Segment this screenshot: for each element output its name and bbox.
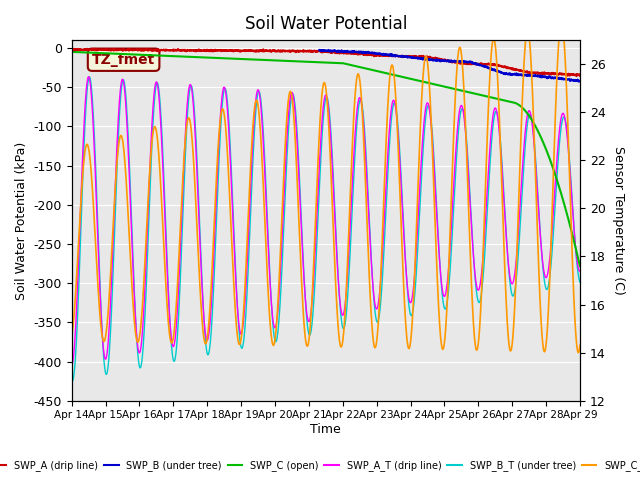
Legend: SWP_A (drip line), SWP_B (under tree), SWP_C (open), SWP_A_T (drip line), SWP_B_: SWP_A (drip line), SWP_B (under tree), S… xyxy=(0,456,640,475)
Y-axis label: Soil Water Potential (kPa): Soil Water Potential (kPa) xyxy=(15,141,28,300)
X-axis label: Time: Time xyxy=(310,423,341,436)
Y-axis label: Sensor Temperature (C): Sensor Temperature (C) xyxy=(612,146,625,295)
Title: Soil Water Potential: Soil Water Potential xyxy=(244,15,407,33)
Text: TZ_fmet: TZ_fmet xyxy=(92,53,156,67)
